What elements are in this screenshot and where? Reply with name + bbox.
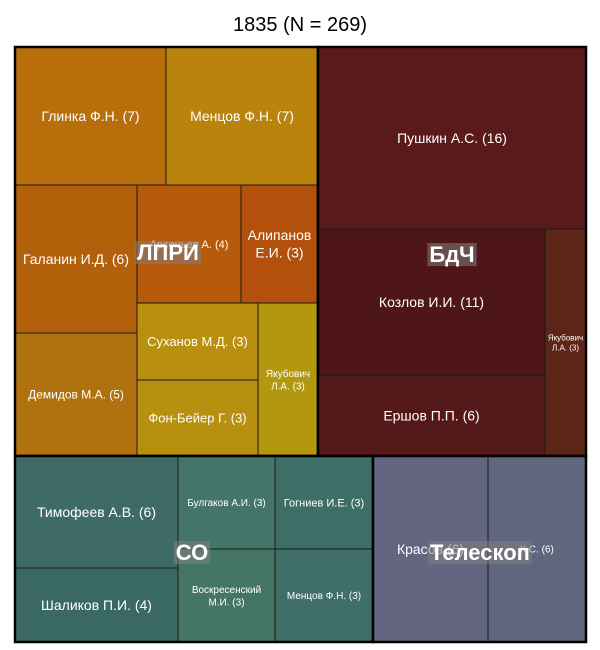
treemap-group: Красов (6)К.С. (6)Телескоп [371, 454, 588, 644]
group-label: СО [176, 540, 208, 565]
tile-label: Булгаков А.И. (3) [187, 498, 266, 509]
tile-label: Суханов М.Д. (3) [147, 334, 248, 349]
tile-label: Козлов И.И. (11) [379, 294, 484, 310]
group-label-background [428, 541, 532, 564]
chart-title: 1835 (N = 269) [233, 14, 367, 36]
group-label: Телескоп [430, 540, 530, 565]
group-label: БдЧ [429, 242, 474, 267]
treemap-tile [14, 455, 179, 569]
tile-label: Гогниев И.Е. (3) [284, 497, 364, 509]
treemap-tile [14, 567, 179, 643]
treemap-group: Пушкин А.С. (16) Козлов И.И. (11) Ершов П.… [316, 45, 588, 458]
tile-label: Фон-Бейер Г. (3) [148, 411, 246, 426]
tile-label: Глинка Ф.Н. (7) [41, 108, 139, 124]
treemap-tile [240, 184, 319, 304]
treemap-tile [177, 548, 276, 643]
tile-label: Якубович Л.А. (3) [266, 368, 310, 393]
tile-label: Воскресенский М.И. (3) [192, 585, 261, 609]
treemap-tile [274, 455, 374, 550]
treemap-group: Глинка Ф.Н. (7) Менцов Ф.Н. (7) Галанин И.… [13, 45, 320, 458]
tile-label: Галанин И.Д. (6) [23, 251, 129, 267]
tile-label: Шаликов П.И. (4) [41, 597, 152, 613]
treemap-tile [14, 332, 138, 457]
treemap-tile [274, 548, 374, 643]
treemap-frame [14, 46, 587, 643]
tile-label: Менцов Ф.Н. (7) [190, 108, 294, 124]
treemap-tile [544, 228, 587, 457]
group-label-background [427, 243, 477, 266]
treemap-tile [177, 455, 276, 550]
treemap-tile [257, 302, 319, 457]
tile-label: Якубович Л.А. (3) [548, 333, 583, 352]
tile-label: Демидов М.А. (5) [28, 388, 124, 402]
treemap-group: Тимофеев А.В. (6) Булгаков А.И. (3) Гогние… [13, 454, 375, 644]
tile-label: Менцов Ф.Н. (3) [287, 591, 361, 602]
group-label-background [135, 241, 201, 264]
tile-label: Пушкин А.С. (16) [397, 130, 507, 146]
group-label-background [173, 541, 211, 564]
tile-label: К.С. (6) [520, 545, 554, 556]
tile-label: Ершов П.П. (6) [383, 407, 479, 423]
tile-label: Тимофеев А.В. (6) [37, 504, 156, 520]
tile-label: Алипанов Е.И. (3) [248, 227, 312, 261]
group-label: ЛПРИ [137, 240, 199, 265]
